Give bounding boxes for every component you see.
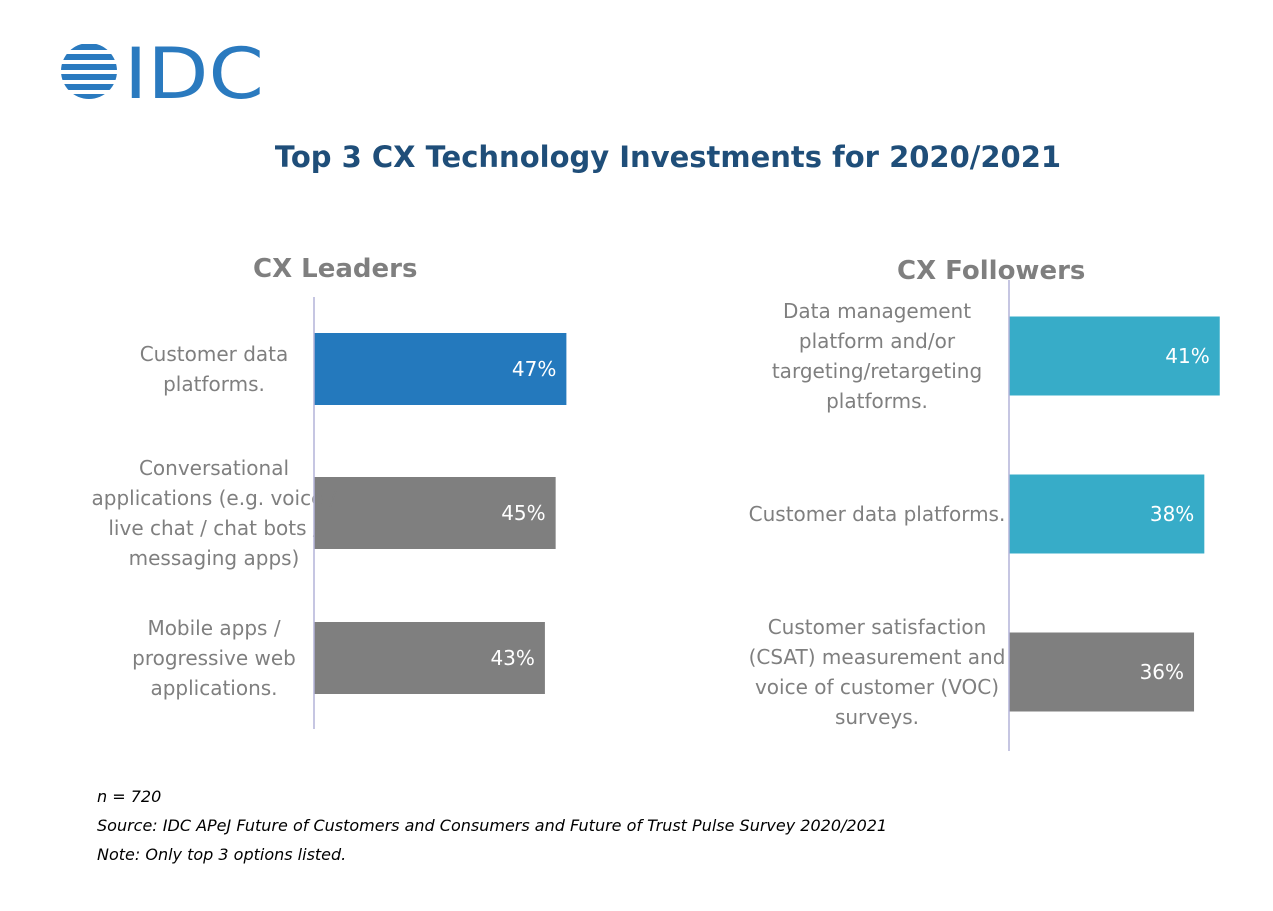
source-note: Source: IDC APeJ Future of Customers and… — [97, 816, 888, 835]
followers-chart-title: CX Followers — [897, 256, 1086, 286]
leaders-value-label-2: 43% — [490, 646, 534, 670]
followers-value-label-1: 38% — [1150, 502, 1194, 526]
followers-category-label-0: Data management platform and/or targeting/… — [772, 299, 982, 413]
followers-bar-2 — [1009, 632, 1195, 712]
page-title: Top 3 CX Technology Investments for 2020… — [274, 140, 1062, 174]
footer-notes: n = 720 Source: IDC APeJ Future of Custo… — [97, 782, 887, 869]
leaders-bar-2 — [314, 622, 545, 694]
leaders-value-label-1: 45% — [501, 501, 545, 525]
logo-text: IDC — [124, 38, 264, 104]
followers-bar-1 — [1009, 474, 1205, 554]
leaders-bar-1 — [314, 477, 556, 549]
followers-category-label-1: Customer data platforms. — [749, 502, 1006, 526]
leaders-value-label-0: 47% — [512, 357, 556, 381]
leaders-bar-0 — [314, 333, 567, 405]
followers-value-label-0: 41% — [1165, 344, 1209, 368]
idc-logo: IDC — [61, 38, 264, 104]
leaders-category-label-1: Conversational applications (e.g. voice /… — [92, 456, 337, 570]
followers-bar-0 — [1009, 316, 1220, 396]
leaders-chart-title: CX Leaders — [253, 254, 418, 284]
leaders-category-label-0: Customer data platforms. — [140, 342, 289, 396]
followers-category-label-2: Customer satisfaction (CSAT) measurement … — [749, 615, 1006, 729]
followers-value-label-2: 36% — [1140, 660, 1184, 684]
leaders-category-label-2: Mobile apps / progressive web applications… — [132, 616, 296, 700]
sample-size: n = 720 — [97, 787, 162, 806]
footnote: Note: Only top 3 options listed. — [97, 845, 347, 864]
